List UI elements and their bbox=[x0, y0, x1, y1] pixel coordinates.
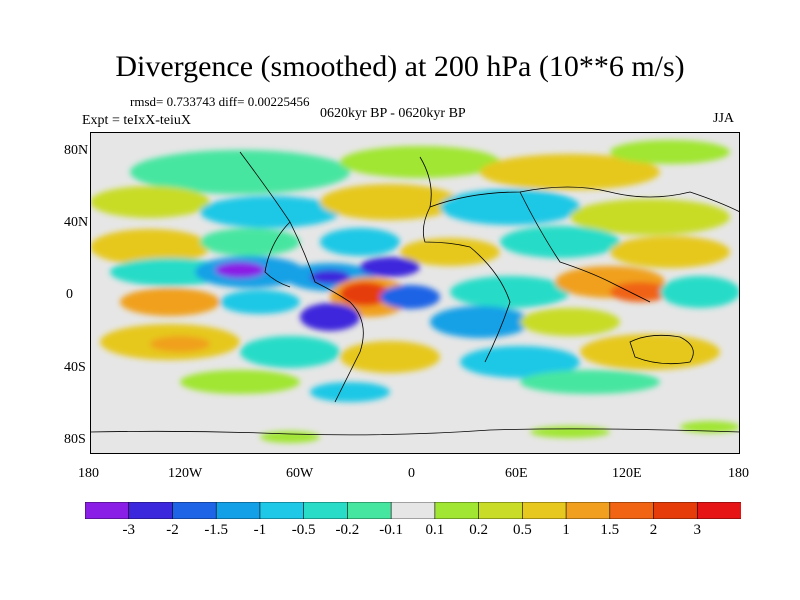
colorbar-label: -3 bbox=[122, 522, 135, 538]
colorbar-label: -2 bbox=[166, 522, 179, 538]
colorbar-label: 3 bbox=[693, 522, 702, 538]
x-tick-180w: 180 bbox=[78, 466, 99, 481]
colorbar-label: -1 bbox=[253, 522, 267, 538]
colorbar-cell bbox=[128, 502, 174, 519]
map-title: Divergence (smoothed) at 200 hPa (10**6 … bbox=[115, 50, 685, 83]
colorbar-label: 0.1 bbox=[425, 522, 445, 538]
x-tick-60w: 60W bbox=[286, 466, 314, 481]
colorbar-cell bbox=[390, 502, 436, 519]
y-tick-80s: 80S bbox=[64, 432, 86, 447]
season-label: JJA bbox=[713, 111, 735, 126]
x-tick-0: 0 bbox=[408, 466, 415, 481]
colorbar-cell bbox=[172, 502, 218, 519]
colorbar-cell bbox=[434, 502, 480, 519]
colorbar-cell bbox=[259, 502, 305, 519]
colorbar-cell bbox=[609, 502, 655, 519]
x-tick-120e: 120E bbox=[612, 466, 642, 481]
colorbar-label: 0.5 bbox=[512, 522, 532, 538]
colorbar-cell bbox=[85, 502, 130, 519]
colorbar-label: -0.5 bbox=[291, 522, 316, 538]
colorbar-cell bbox=[347, 502, 392, 519]
colorbar-label: 1.5 bbox=[600, 522, 620, 538]
divergence-field bbox=[90, 140, 740, 443]
colorbar-label: 0.2 bbox=[469, 522, 488, 538]
y-tick-40n: 40N bbox=[64, 215, 89, 230]
colorbar-label: 1 bbox=[562, 522, 570, 538]
divergence-map bbox=[90, 132, 740, 454]
colorbar-cell bbox=[696, 502, 741, 519]
colorbar bbox=[85, 502, 741, 519]
x-tick-60e: 60E bbox=[505, 466, 528, 481]
y-tick-0: 0 bbox=[66, 287, 73, 302]
colorbar-label: 2 bbox=[649, 522, 658, 538]
colorbar-cell bbox=[303, 502, 349, 519]
colorbar-cell bbox=[653, 502, 699, 519]
colorbar-cell bbox=[565, 502, 611, 519]
colorbar-label: -1.5 bbox=[204, 522, 229, 538]
map-frame bbox=[90, 132, 740, 454]
colorbar-cell bbox=[478, 502, 524, 519]
experiment-label: Expt = teIxX-teiuX bbox=[82, 113, 191, 128]
colorbar-label: -0.1 bbox=[379, 522, 403, 538]
stats-text: rmsd= 0.733743 diff= 0.00225456 bbox=[130, 94, 310, 109]
period-label: 0620kyr BP - 0620kyr BP bbox=[320, 106, 466, 121]
colorbar-label: -0.2 bbox=[335, 522, 360, 538]
y-tick-80n: 80N bbox=[64, 143, 89, 158]
x-tick-180e: 180 bbox=[728, 466, 749, 481]
x-tick-120w: 120W bbox=[168, 466, 203, 481]
y-tick-40s: 40S bbox=[64, 360, 86, 375]
colorbar-cell bbox=[522, 502, 567, 519]
coastlines bbox=[90, 151, 740, 436]
colorbar-cell bbox=[215, 502, 261, 519]
